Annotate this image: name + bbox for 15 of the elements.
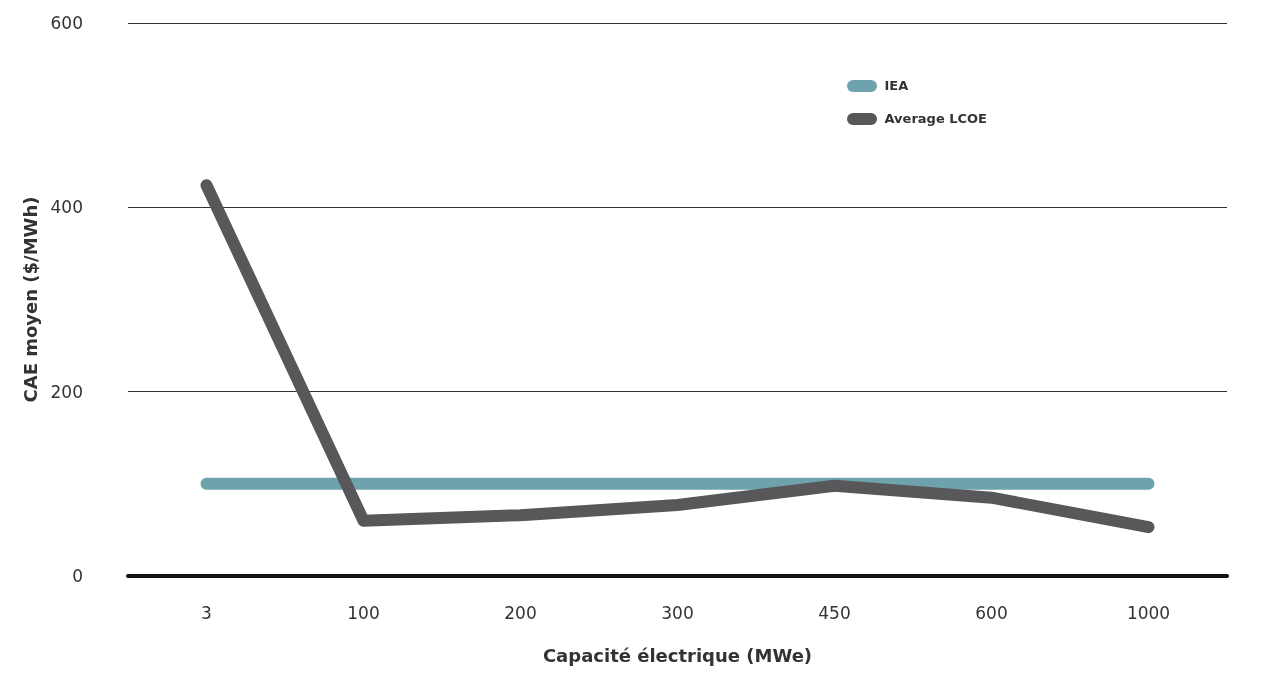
y-tick-label: 200	[50, 381, 83, 402]
y-tick-label: 600	[50, 13, 83, 33]
x-axis-title: Capacité électrique (MWe)	[542, 644, 813, 666]
legend-label: Average LCOE	[884, 111, 987, 126]
x-tick-label: 300	[661, 602, 694, 623]
x-tick-label: 3	[201, 602, 212, 623]
x-tick-label: 1000	[1126, 602, 1171, 623]
legend-label: IEA	[884, 78, 909, 93]
x-tick-label: 450	[818, 602, 851, 623]
x-tick-label: 200	[504, 602, 537, 623]
y-axis-title: CAE moyen ($/MWh)	[20, 196, 42, 403]
x-tick-label: 600	[975, 602, 1008, 623]
x-tick-label: 100	[347, 602, 380, 623]
y-tick-label: 0	[72, 566, 83, 586]
y-tick-label: 400	[50, 197, 83, 218]
